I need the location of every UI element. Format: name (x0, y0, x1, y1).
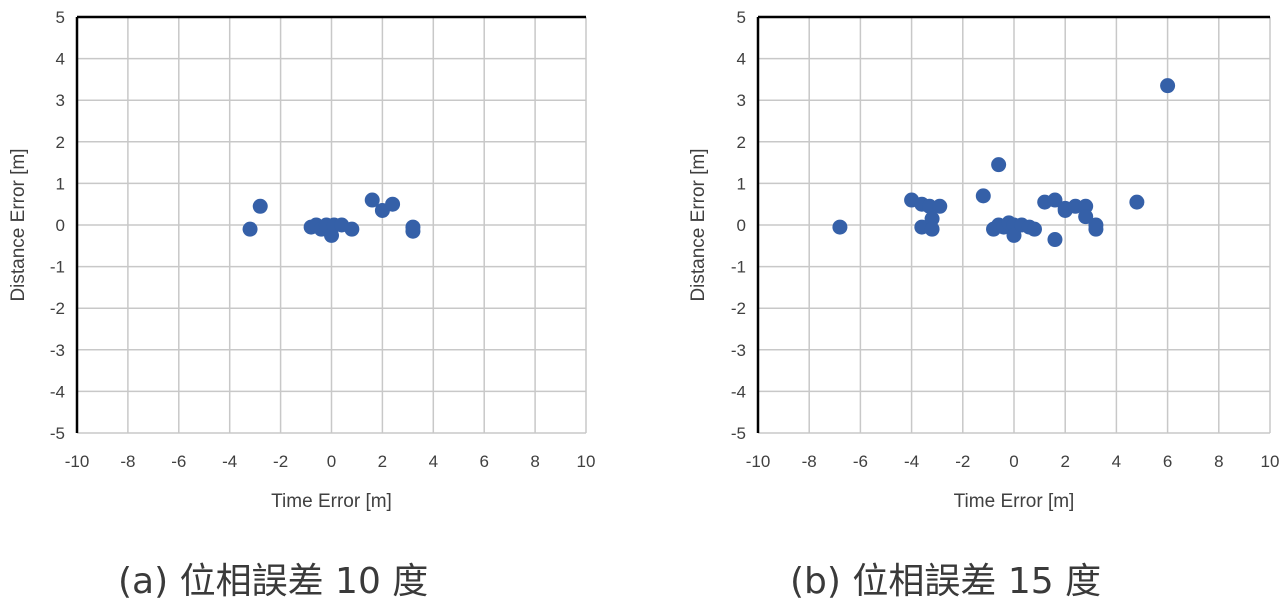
y-tick-label: -2 (50, 299, 65, 318)
x-tick-label: 10 (577, 452, 596, 471)
x-tick-label: -2 (273, 452, 288, 471)
y-tick-label: -5 (50, 424, 65, 443)
data-point (1026, 221, 1042, 237)
data-point (242, 221, 258, 237)
y-tick-label: -1 (50, 258, 65, 277)
x-tick-label: 4 (429, 452, 438, 471)
y-tick-label: 4 (56, 50, 65, 69)
data-point (832, 219, 848, 235)
x-tick-label: 2 (1060, 452, 1069, 471)
y-tick-label: -3 (731, 341, 746, 360)
caption-b: (b) 位相誤差 15 度 (790, 561, 1102, 602)
x-tick-label: 0 (327, 452, 336, 471)
x-tick-label: -10 (746, 452, 771, 471)
data-point (364, 192, 380, 208)
data-point (344, 221, 360, 237)
y-tick-label: -3 (50, 341, 65, 360)
x-tick-label: -6 (171, 452, 186, 471)
x-tick-label: 6 (479, 452, 488, 471)
y-axis-label: Distance Error [m] (688, 148, 709, 301)
data-point (1078, 209, 1094, 225)
x-tick-label: 2 (378, 452, 387, 471)
data-point (932, 198, 948, 214)
data-point (975, 188, 991, 204)
y-axis-label: Distance Error [m] (8, 148, 29, 301)
data-point (405, 219, 421, 235)
y-tick-label: 0 (737, 216, 746, 235)
y-tick-label: 1 (737, 174, 746, 193)
x-axis-label: Time Error [m] (271, 491, 392, 512)
x-tick-label: -6 (853, 452, 868, 471)
y-tick-label: 3 (737, 91, 746, 110)
y-tick-label: -1 (731, 258, 746, 277)
y-tick-label: -2 (731, 299, 746, 318)
data-point (924, 221, 940, 237)
y-tick-label: 3 (56, 91, 65, 110)
x-tick-label: 8 (1214, 452, 1223, 471)
y-tick-label: 1 (56, 174, 65, 193)
y-tick-label: 4 (737, 50, 746, 69)
x-tick-label: -4 (904, 452, 919, 471)
data-point (385, 196, 401, 212)
data-point (1088, 217, 1104, 233)
x-tick-label: -8 (120, 452, 135, 471)
y-tick-label: -4 (50, 382, 65, 401)
y-tick-label: 5 (56, 8, 65, 27)
x-tick-label: 0 (1009, 452, 1018, 471)
y-tick-label: 2 (737, 133, 746, 152)
x-tick-label: 6 (1163, 452, 1172, 471)
data-point (1006, 227, 1022, 243)
data-point (1160, 78, 1176, 94)
caption-a: (a) 位相誤差 10 度 (118, 561, 429, 602)
data-point (1078, 198, 1094, 214)
x-tick-label: -10 (65, 452, 90, 471)
data-point (924, 211, 940, 227)
data-point (1129, 194, 1145, 210)
x-tick-label: 10 (1261, 452, 1280, 471)
y-tick-label: -4 (731, 382, 746, 401)
y-tick-label: 2 (56, 133, 65, 152)
x-tick-label: 4 (1112, 452, 1121, 471)
y-tick-label: 5 (737, 8, 746, 27)
x-tick-label: -2 (955, 452, 970, 471)
data-point (252, 198, 268, 214)
x-tick-label: -8 (802, 452, 817, 471)
y-tick-label: -5 (731, 424, 746, 443)
data-point (991, 157, 1007, 173)
x-axis-label: Time Error [m] (954, 491, 1075, 512)
x-tick-label: 8 (530, 452, 539, 471)
data-point (1047, 232, 1063, 248)
y-tick-label: 0 (56, 216, 65, 235)
x-tick-label: -4 (222, 452, 237, 471)
data-point (1047, 192, 1063, 208)
